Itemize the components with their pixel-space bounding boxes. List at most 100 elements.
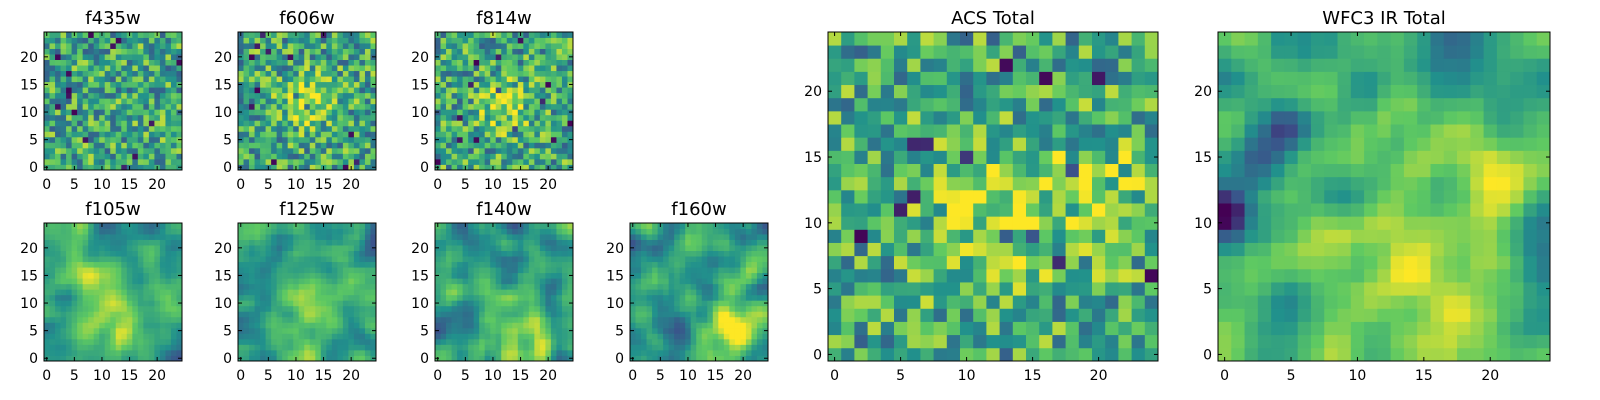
heatmap-cell [495, 59, 502, 66]
heatmap-cell [1092, 255, 1106, 270]
heatmap-cell [66, 109, 72, 116]
heatmap-cell [99, 305, 106, 312]
heatmap-cell [473, 234, 480, 240]
heatmap-cell [512, 158, 519, 165]
heatmap-cell [137, 322, 144, 329]
heatmap-cell [260, 153, 266, 160]
heatmap-cell [77, 109, 84, 116]
heatmap-cell [326, 344, 333, 351]
heatmap-cell [440, 81, 447, 88]
heatmap-cell [479, 261, 486, 268]
heatmap-cell [298, 43, 305, 49]
heatmap-cell [243, 142, 250, 149]
heatmap-cell [946, 163, 961, 178]
heatmap-cell [110, 54, 117, 60]
heatmap-cell [49, 48, 56, 55]
heatmap-cell [867, 242, 882, 257]
heatmap-cell [271, 164, 278, 171]
heatmap-cell [523, 261, 530, 268]
heatmap-cell [170, 98, 177, 105]
heatmap-cell [82, 300, 89, 307]
heatmap-cell [115, 311, 122, 318]
heatmap-cell [841, 189, 855, 204]
heatmap-cell [353, 344, 360, 351]
heatmap-cell [528, 65, 535, 72]
heatmap-cell [567, 48, 574, 55]
heatmap-cell [364, 54, 371, 60]
heatmap-cell [756, 223, 763, 229]
heatmap-cell [49, 316, 56, 323]
heatmap-cell [93, 65, 100, 72]
heatmap-cell [484, 70, 491, 77]
heatmap-cell [512, 59, 519, 66]
heatmap-cell [446, 43, 452, 49]
heatmap-cell [260, 256, 266, 263]
heatmap-cell [561, 300, 568, 307]
heatmap-cell [751, 355, 758, 362]
heatmap-cell [534, 131, 541, 138]
heatmap-cell [55, 32, 61, 38]
heatmap-cell [176, 131, 183, 138]
heatmap-cell [451, 256, 458, 263]
heatmap-cell [479, 120, 486, 127]
heatmap-cell [517, 125, 524, 132]
heatmap-cell [265, 228, 272, 235]
heatmap-cell [282, 283, 289, 290]
heatmap-cell [1065, 308, 1080, 322]
heatmap-cell [756, 250, 763, 257]
heatmap-cell [545, 239, 552, 246]
heatmap-cell [495, 245, 502, 251]
heatmap-cell [506, 311, 513, 318]
heatmap-cell [528, 261, 535, 268]
heatmap-cell [66, 223, 72, 229]
heatmap-cell [337, 311, 344, 318]
heatmap-cell [342, 48, 349, 55]
heatmap-cell [561, 333, 568, 340]
heatmap-cell [331, 131, 338, 138]
heatmap-cell [77, 289, 84, 296]
heatmap-cell [55, 158, 61, 165]
heatmap-cell [1012, 203, 1027, 217]
heatmap-cell [359, 70, 366, 77]
heatmap-cell [315, 267, 322, 274]
heatmap-cell [473, 109, 480, 116]
heatmap-cell [1065, 347, 1080, 362]
heatmap-cell [331, 65, 338, 72]
heatmap-cell [729, 338, 736, 345]
heatmap-cell [1092, 282, 1106, 296]
heatmap-cell [534, 48, 541, 55]
heatmap-cell [159, 125, 166, 132]
heatmap-cell [132, 322, 139, 329]
heatmap-cell [729, 322, 736, 329]
heatmap-cell [718, 234, 725, 240]
heatmap-cell [495, 272, 502, 279]
heatmap-cell [451, 228, 458, 235]
heatmap-cell [243, 120, 250, 127]
heatmap-cell [260, 349, 266, 356]
heatmap-cell [674, 349, 681, 356]
heatmap-cell [132, 278, 139, 285]
heatmap-cell [238, 98, 244, 105]
heatmap-cell [668, 300, 675, 307]
heatmap-cell [176, 283, 183, 290]
heatmap-cell [165, 32, 172, 38]
heatmap-cell [60, 54, 67, 60]
heatmap-cell [490, 344, 497, 351]
heatmap-cell [137, 294, 144, 301]
heatmap-cell [170, 131, 177, 138]
heatmap-cell [907, 216, 921, 230]
heatmap-cell [49, 32, 56, 38]
heatmap-cell [435, 333, 441, 340]
heatmap-cell [545, 338, 552, 345]
heatmap-cell [473, 283, 480, 290]
heatmap-cell [756, 239, 763, 246]
heatmap-cell [337, 245, 344, 251]
heatmap-cell [534, 103, 541, 110]
heatmap-cell [561, 65, 568, 72]
heatmap-cell [674, 327, 681, 334]
heatmap-cell [148, 305, 155, 312]
heatmap-cell [304, 228, 311, 235]
heatmap-cell [707, 239, 714, 246]
heatmap-cell [920, 268, 934, 283]
heatmap-cell [550, 43, 557, 49]
